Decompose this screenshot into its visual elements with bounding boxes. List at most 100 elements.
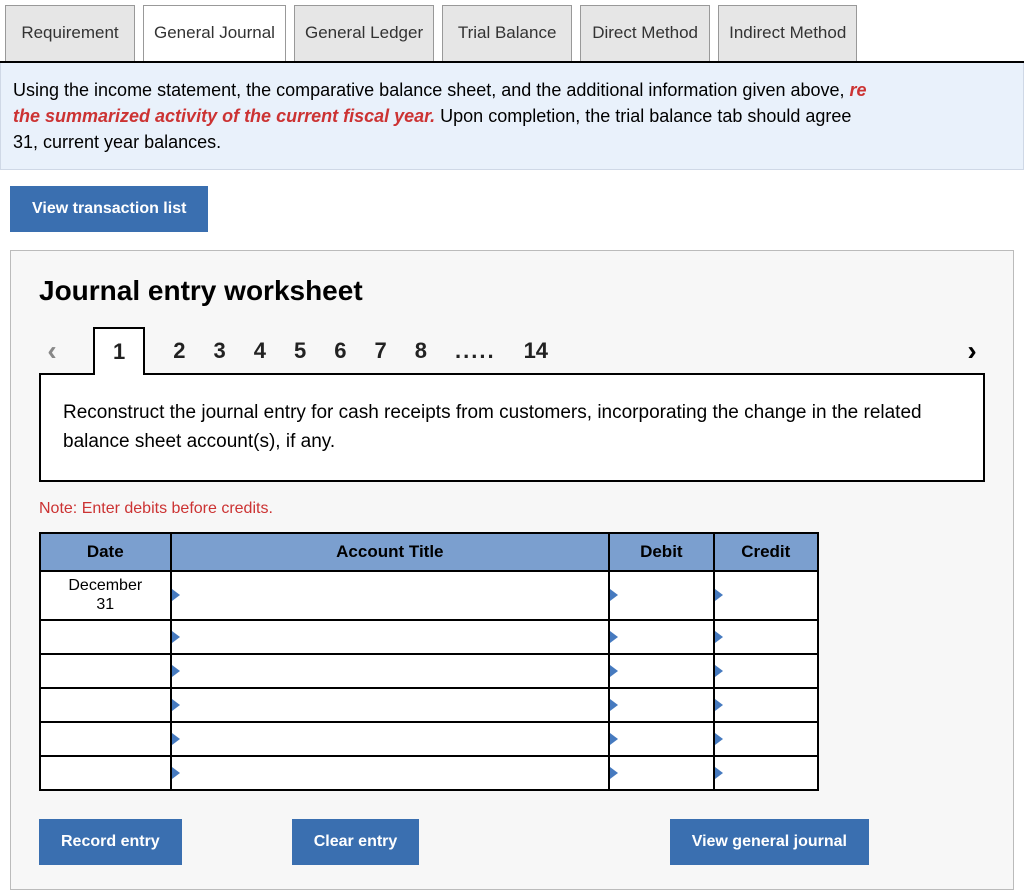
step-8[interactable]: 8	[415, 338, 427, 364]
clear-entry-button[interactable]: Clear entry	[292, 819, 420, 865]
account-title-input[interactable]	[172, 689, 609, 721]
step-5[interactable]: 5	[294, 338, 306, 364]
th-date: Date	[40, 533, 171, 571]
debit-input[interactable]	[610, 655, 712, 687]
button-row-top: View transaction list	[0, 170, 1024, 242]
account-title-cell[interactable]	[171, 620, 610, 654]
debit-cell[interactable]	[609, 620, 713, 654]
step-nav: ‹ 1 2 3 4 5 6 7 8 ..... 14 ›	[39, 327, 985, 375]
account-title-input[interactable]	[172, 572, 609, 618]
credit-cell[interactable]	[714, 654, 818, 688]
dropdown-icon	[715, 767, 723, 779]
credit-cell[interactable]	[714, 722, 818, 756]
account-title-input[interactable]	[172, 723, 609, 755]
chevron-right-icon[interactable]: ›	[959, 335, 985, 367]
view-general-journal-button[interactable]: View general journal	[670, 819, 869, 865]
credit-cell[interactable]	[714, 571, 818, 619]
date-cell	[40, 688, 171, 722]
instruction-emphasis-trunc: re	[850, 80, 867, 100]
credit-input[interactable]	[715, 689, 817, 721]
step-ellipsis: .....	[455, 338, 496, 364]
step-7[interactable]: 7	[375, 338, 387, 364]
debit-cell[interactable]	[609, 654, 713, 688]
debit-cell[interactable]	[609, 688, 713, 722]
step-6[interactable]: 6	[334, 338, 346, 364]
th-debit: Debit	[609, 533, 713, 571]
credit-input[interactable]	[715, 621, 817, 653]
date-cell: December31	[40, 571, 171, 619]
bottom-button-row: Record entry Clear entry View general jo…	[39, 819, 869, 865]
th-account-title: Account Title	[171, 533, 610, 571]
dropdown-icon	[715, 631, 723, 643]
top-tab-bar: Requirement General Journal General Ledg…	[0, 0, 1024, 63]
debit-input[interactable]	[610, 689, 712, 721]
debit-input[interactable]	[610, 757, 712, 789]
account-title-cell[interactable]	[171, 722, 610, 756]
tab-trial-balance[interactable]: Trial Balance	[442, 5, 572, 61]
debit-cell[interactable]	[609, 571, 713, 619]
dropdown-icon	[610, 699, 618, 711]
step-1[interactable]: 1	[93, 327, 145, 375]
dropdown-icon	[715, 589, 723, 601]
th-credit: Credit	[714, 533, 818, 571]
account-title-cell[interactable]	[171, 654, 610, 688]
credit-cell[interactable]	[714, 620, 818, 654]
step-4[interactable]: 4	[254, 338, 266, 364]
credit-input[interactable]	[715, 572, 817, 618]
instruction-emphasis-line2: the summarized activity of the current f…	[13, 106, 435, 126]
debit-input[interactable]	[610, 723, 712, 755]
chevron-left-icon[interactable]: ‹	[39, 335, 65, 367]
credit-input[interactable]	[715, 723, 817, 755]
credit-input[interactable]	[715, 757, 817, 789]
instruction-text-post: Upon completion, the trial balance tab s…	[435, 106, 851, 126]
dropdown-icon	[715, 733, 723, 745]
dropdown-icon	[610, 733, 618, 745]
debit-cell[interactable]	[609, 722, 713, 756]
step-14[interactable]: 14	[524, 338, 548, 364]
debit-input[interactable]	[610, 621, 712, 653]
dropdown-icon	[610, 589, 618, 601]
dropdown-icon	[172, 631, 180, 643]
instruction-text-line3: 31, current year balances.	[13, 132, 221, 152]
view-transaction-list-button[interactable]: View transaction list	[10, 186, 208, 232]
dropdown-icon	[610, 631, 618, 643]
account-title-cell[interactable]	[171, 571, 610, 619]
debit-cell[interactable]	[609, 756, 713, 790]
step-3[interactable]: 3	[214, 338, 226, 364]
instruction-text-pre: Using the income statement, the comparat…	[13, 80, 850, 100]
dropdown-icon	[172, 733, 180, 745]
dropdown-icon	[172, 699, 180, 711]
date-cell	[40, 756, 171, 790]
dropdown-icon	[610, 665, 618, 677]
account-title-input[interactable]	[172, 655, 609, 687]
account-title-input[interactable]	[172, 621, 609, 653]
date-cell	[40, 654, 171, 688]
worksheet-panel: Journal entry worksheet ‹ 1 2 3 4 5 6 7 …	[10, 250, 1014, 889]
account-title-cell[interactable]	[171, 756, 610, 790]
tab-indirect-method[interactable]: Indirect Method	[718, 5, 857, 61]
account-title-input[interactable]	[172, 757, 609, 789]
note-text: Note: Enter debits before credits.	[39, 500, 985, 518]
tab-general-journal[interactable]: General Journal	[143, 5, 286, 61]
instruction-panel: Using the income statement, the comparat…	[0, 63, 1024, 170]
credit-cell[interactable]	[714, 688, 818, 722]
tab-general-ledger[interactable]: General Ledger	[294, 5, 434, 61]
credit-cell[interactable]	[714, 756, 818, 790]
dropdown-icon	[172, 589, 180, 601]
worksheet-title: Journal entry worksheet	[39, 275, 985, 307]
tab-requirement[interactable]: Requirement	[5, 5, 135, 61]
debit-input[interactable]	[610, 572, 712, 618]
date-cell	[40, 620, 171, 654]
dropdown-icon	[172, 665, 180, 677]
step-2[interactable]: 2	[173, 338, 185, 364]
credit-input[interactable]	[715, 655, 817, 687]
date-cell	[40, 722, 171, 756]
tab-direct-method[interactable]: Direct Method	[580, 5, 710, 61]
journal-entry-table: Date Account Title Debit Credit December…	[39, 532, 819, 790]
dropdown-icon	[715, 699, 723, 711]
dropdown-icon	[715, 665, 723, 677]
entry-prompt: Reconstruct the journal entry for cash r…	[39, 373, 985, 482]
dropdown-icon	[610, 767, 618, 779]
record-entry-button[interactable]: Record entry	[39, 819, 182, 865]
account-title-cell[interactable]	[171, 688, 610, 722]
